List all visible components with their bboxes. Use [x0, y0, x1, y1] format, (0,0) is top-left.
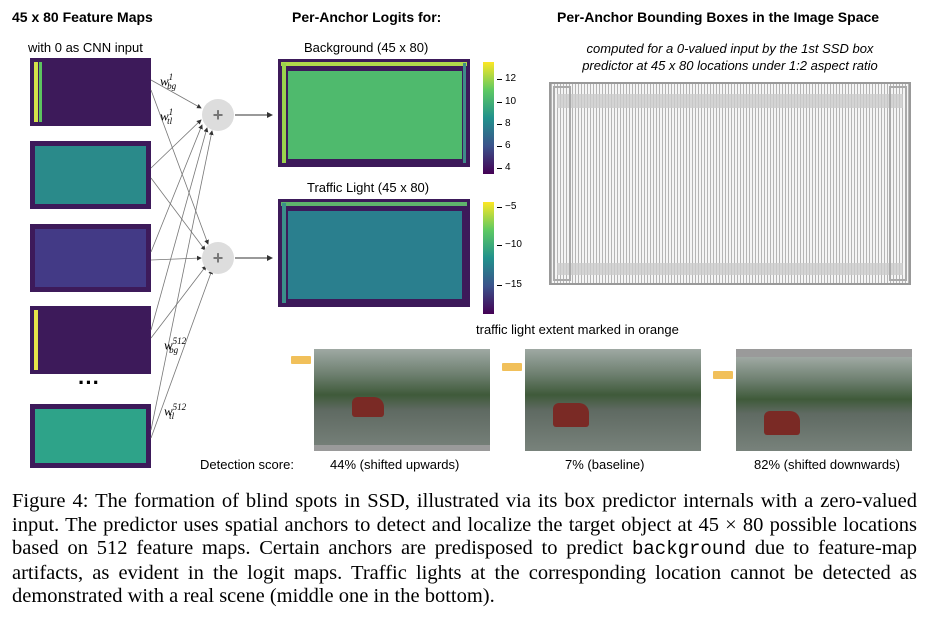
feature-maps-subtitle: with 0 as CNN input — [28, 40, 143, 55]
feature-map-1 — [30, 58, 151, 126]
bg-tick-12: 12 — [496, 73, 517, 84]
detection-label: Detection score: — [200, 457, 294, 472]
tl-logit-map — [278, 199, 470, 307]
bboxes-title: Per-Anchor Bounding Boxes in the Image S… — [557, 9, 880, 25]
bg-tick-8: 8 — [497, 118, 511, 129]
caption-code: background — [632, 538, 747, 560]
caption-part1: The formation of blind spots in SSD, ill… — [12, 490, 917, 536]
scene-photo-baseline — [525, 349, 701, 451]
weight-tl-1: w1tl — [160, 107, 174, 126]
feature-map-512 — [30, 404, 151, 468]
weight-bg-512: w512bg — [164, 336, 187, 355]
bboxes-subtitle-1: computed for a 0-valued input by the 1st… — [586, 41, 874, 56]
weight-tl-512: w512tl — [164, 402, 187, 421]
feature-map-4 — [30, 306, 151, 374]
sum-node-bg — [202, 99, 234, 131]
weight-bg-1: w1bg — [160, 72, 177, 91]
ellipsis: ··· — [78, 370, 100, 395]
feature-map-2 — [30, 141, 151, 209]
tl-colorbar — [483, 202, 494, 314]
logits-title: Per-Anchor Logits for: — [292, 9, 442, 25]
bg-logit-map — [278, 59, 470, 167]
score-shifted-up: 44% (shifted upwards) — [330, 457, 460, 472]
tl-tick-5: −5 — [496, 201, 517, 212]
score-shifted-down: 82% (shifted downwards) — [754, 457, 900, 472]
sum-node-tl — [202, 242, 234, 274]
tl-tick-10: −10 — [497, 239, 522, 250]
figure-caption: Figure 4: The formation of blind spots i… — [12, 490, 917, 609]
bg-logit-label: Background (45 x 80) — [304, 40, 429, 55]
scene-photo-shifted-up — [314, 349, 490, 451]
plus-sign-tl: + — [213, 248, 224, 268]
bg-tick-4: 4 — [497, 162, 511, 173]
tl-tick-15: −15 — [497, 279, 522, 290]
orange-marker-2 — [502, 363, 522, 371]
bboxes-subtitle-2: predictor at 45 x 80 locations under 1:2… — [582, 58, 878, 73]
caption-part2: possible locations based on 512 feature … — [12, 513, 918, 560]
feature-map-3 — [30, 224, 151, 292]
caption-label: Figure 4: — [12, 490, 89, 512]
bg-tick-10: 10 — [496, 96, 517, 107]
plus-sign-bg: + — [213, 105, 224, 125]
tl-logit-label: Traffic Light (45 x 80) — [307, 180, 430, 195]
score-baseline: 7% (baseline) — [565, 457, 645, 472]
scene-photo-shifted-down — [736, 349, 912, 451]
connection-lines: + + — [150, 79, 273, 439]
bg-tick-6: 6 — [497, 140, 511, 151]
scene-header: traffic light extent marked in orange — [476, 322, 679, 337]
orange-marker-3 — [713, 371, 733, 379]
bg-colorbar — [483, 62, 494, 174]
caption-part3: due to feature-map artifacts, as evident… — [12, 537, 918, 607]
caption-math: 45 × 80 — [698, 513, 764, 536]
feature-maps-title: 45 x 80 Feature Maps — [12, 9, 153, 25]
bbox-visualization — [549, 82, 911, 285]
orange-marker-1 — [291, 356, 311, 364]
